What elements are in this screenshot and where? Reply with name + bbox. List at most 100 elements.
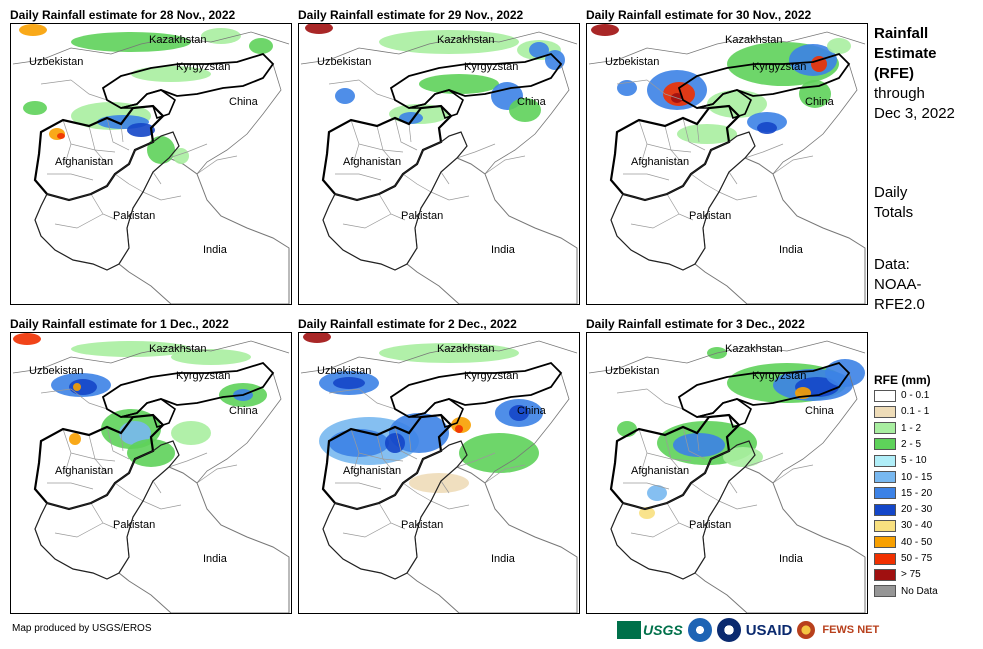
- rainfall-blob: [459, 433, 539, 473]
- rainfall-blob: [409, 473, 469, 493]
- province-boundary: [47, 482, 94, 490]
- province-boundary: [408, 432, 412, 452]
- pakistan-label: Pakistan: [689, 519, 732, 531]
- province-boundary: [152, 171, 162, 185]
- rainfall-blob: [723, 447, 763, 467]
- province-boundary: [718, 500, 758, 510]
- rainfall-blob: [677, 124, 737, 144]
- uzbekistan-label: Uzbekistan: [317, 365, 372, 377]
- panel-title: Daily Rainfall estimate for 1 Dec., 2022: [10, 317, 229, 331]
- kazakhstan-label: Kazakhstan: [149, 343, 207, 355]
- province-boundary: [394, 117, 418, 151]
- kyrgyzstan-label: Kyrgyzstan: [752, 370, 807, 382]
- province-boundary: [120, 432, 124, 452]
- india-label: India: [779, 244, 803, 256]
- daily-line-1: Daily: [874, 184, 908, 201]
- province-boundary: [40, 388, 72, 394]
- kazakhstan-boundary: [300, 31, 578, 65]
- legend-swatch: [874, 519, 896, 532]
- province-boundary: [772, 155, 814, 175]
- rainfall-blob: [57, 133, 65, 139]
- rainfall-blob: [333, 377, 365, 389]
- province-boundary: [196, 155, 238, 175]
- rainfall-blob: [71, 341, 191, 357]
- rainfall-blob: [119, 421, 151, 445]
- rainfall-blob: [131, 66, 211, 82]
- province-boundary: [394, 426, 418, 460]
- legend-label: > 75: [901, 569, 921, 581]
- province-boundary: [342, 522, 392, 538]
- legend-item: 2 - 5: [874, 438, 921, 451]
- province-boundary: [718, 191, 758, 201]
- rainfall-blob: [19, 24, 47, 36]
- province-boundary: [728, 480, 738, 494]
- pakistan-boundary: [610, 440, 756, 580]
- rainfall-map-panel: Kazakhstan Uzbekistan Kyrgyzstan China Afgha…: [586, 332, 868, 614]
- rainfall-map-panel: Kazakhstan Uzbekistan Kyrgyzstan China Afgha…: [10, 23, 292, 305]
- rainfall-map-panel: Kazakhstan Uzbekistan Kyrgyzstan China Afgha…: [586, 23, 868, 305]
- rainfall-blob: [329, 429, 389, 457]
- noaa-logo-icon: [687, 618, 712, 642]
- rainfall-blob: [305, 24, 333, 34]
- legend-swatch: [874, 471, 896, 483]
- rainfall-blob: [147, 136, 175, 164]
- india-label: India: [203, 553, 227, 565]
- province-boundary: [484, 464, 526, 484]
- rainfall-blob: [171, 349, 251, 365]
- province-boundary: [408, 123, 412, 143]
- rainfall-blob: [73, 383, 81, 391]
- legend-label: 40 - 50: [901, 536, 933, 548]
- kazakhstan-label: Kazakhstan: [725, 34, 783, 46]
- fews-globe-icon: [797, 621, 816, 639]
- rainfall-blob: [827, 38, 851, 54]
- legend-item: 5 - 10: [874, 454, 927, 467]
- kyrgyzstan-label: Kyrgyzstan: [464, 61, 519, 73]
- rainfall-blob: [647, 485, 667, 501]
- province-boundary: [358, 143, 404, 153]
- kazakhstan-boundary: [12, 340, 290, 374]
- province-boundary: [696, 123, 700, 143]
- legend-item: 40 - 50: [874, 536, 932, 549]
- rainfall-blob: [757, 122, 777, 134]
- province-boundary: [430, 500, 470, 510]
- uzbekistan-label: Uzbekistan: [605, 365, 660, 377]
- legend-item: 50 - 75: [874, 552, 932, 565]
- province-boundary: [402, 482, 432, 502]
- legend-swatch: [874, 536, 896, 549]
- panel-title: Daily Rainfall estimate for 28 Nov., 202…: [10, 8, 236, 22]
- pakistan-label: Pakistan: [113, 210, 156, 222]
- title-line-1: Rainfall: [874, 25, 929, 42]
- rfe-title: Rainfall Estimate (RFE) through Dec 3, 2…: [874, 24, 955, 124]
- kyrgyzstan-label: Kyrgyzstan: [752, 61, 807, 73]
- pakistan-boundary: [34, 440, 180, 580]
- afghanistan-label: Afghanistan: [343, 465, 402, 477]
- legend-swatch: [874, 585, 896, 598]
- legend-item: 15 - 20: [874, 487, 932, 500]
- province-boundary: [772, 464, 814, 484]
- pakistan-label: Pakistan: [401, 519, 444, 531]
- rainfall-map-svg: [300, 24, 578, 304]
- uzbekistan-label: Uzbekistan: [29, 365, 84, 377]
- china-label: China: [229, 405, 258, 417]
- province-boundary: [623, 173, 670, 181]
- province-boundary: [358, 79, 396, 101]
- uzbekistan-label: Uzbekistan: [605, 56, 660, 68]
- rainfall-map-panel: Kazakhstan Uzbekistan Kyrgyzstan China Afgha…: [298, 332, 580, 614]
- rainfall-blob: [509, 405, 529, 421]
- province-boundary: [358, 388, 396, 410]
- afghanistan-label: Afghanistan: [55, 156, 114, 168]
- province-boundary: [682, 117, 706, 151]
- uzbekistan-label: Uzbekistan: [29, 56, 84, 68]
- legend-swatch: [874, 405, 896, 418]
- india-label: India: [203, 244, 227, 256]
- through-line-2: Dec 3, 2022: [874, 105, 955, 122]
- title-line-3: (RFE): [874, 65, 914, 82]
- rainfall-map-svg: [12, 24, 290, 304]
- rainfall-blob: [379, 30, 519, 54]
- province-boundary: [744, 452, 784, 468]
- province-boundary: [430, 191, 470, 201]
- province-boundary: [152, 480, 162, 494]
- data-line-1: Data:: [874, 256, 910, 273]
- kyrgyzstan-label: Kyrgyzstan: [464, 370, 519, 382]
- china-boundary: [484, 63, 570, 175]
